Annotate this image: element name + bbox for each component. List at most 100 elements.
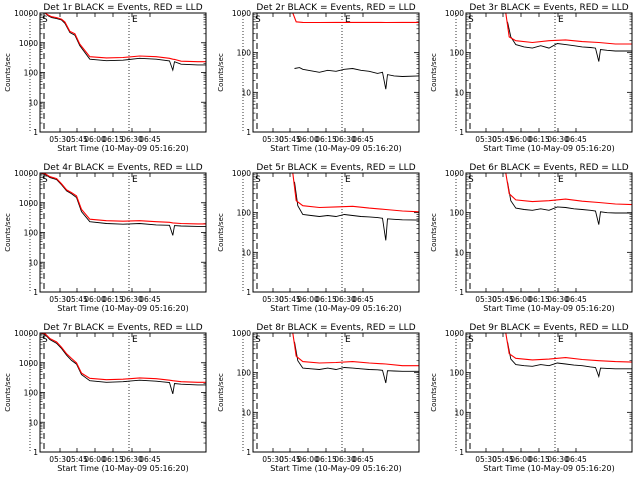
series-line-events — [39, 172, 206, 236]
series-line-events — [294, 67, 420, 90]
series-line-lld — [466, 172, 633, 206]
series-line-lld — [466, 12, 632, 45]
chart-panel-3: Det 3r BLACK = Events, RED = LLD 1 10 100 10… — [430, 3, 633, 153]
y-tick-label: 1000 — [19, 359, 38, 368]
x-tick-label: 05:30 — [475, 455, 497, 464]
chart-panel-6: Det 6r BLACK = Events, RED = LLD 1 10 100 10… — [430, 163, 633, 313]
x-tick-label: 06:00 — [84, 295, 106, 304]
x-tick-label: 06:15 — [315, 135, 337, 144]
series-line-lld — [253, 172, 420, 213]
end-marker: E — [558, 15, 564, 25]
chart-panel-7: Det 7r BLACK = Events, RED = LLD 1 10 100 10… — [4, 323, 207, 473]
chart-title: Det 2r BLACK = Events, RED = LLD — [256, 3, 415, 13]
x-tick-label: 06:00 — [510, 295, 532, 304]
y-tick-label: 100 — [237, 209, 252, 218]
x-tick-label: 06:45 — [352, 135, 374, 144]
x-tick-label: 06:00 — [297, 295, 319, 304]
y-axis-label: Counts/sec — [217, 53, 225, 92]
x-tick-label: 06:45 — [139, 135, 161, 144]
x-tick-label: 06:15 — [102, 295, 124, 304]
y-tick-label: 1000 — [19, 199, 38, 208]
chart-panel-8: Det 8r BLACK = Events, RED = LLD 1 10 100 10… — [217, 323, 420, 473]
x-tick-label: 06:00 — [510, 135, 532, 144]
y-tick-label: 1000 — [445, 329, 464, 338]
x-tick-label: 05:45 — [279, 295, 301, 304]
plot-frame — [465, 172, 633, 293]
series-line-lld — [39, 332, 206, 383]
x-tick-label: 06:15 — [315, 455, 337, 464]
y-tick-label: 10 — [241, 248, 251, 257]
x-tick-label: 05:45 — [66, 295, 88, 304]
plot-frame — [39, 332, 207, 453]
plot-frame — [252, 172, 420, 293]
chart-panel-2: Det 2r BLACK = Events, RED = LLD 1 10 100 10… — [217, 3, 420, 153]
y-axis-label: Counts/sec — [4, 53, 12, 92]
x-tick-label: 06:45 — [139, 295, 161, 304]
y-axis-label: Counts/sec — [4, 213, 12, 252]
start-marker: S — [255, 335, 261, 345]
x-tick-label: 06:00 — [84, 455, 106, 464]
y-tick-label: 100 — [24, 229, 39, 238]
chart-title: Det 8r BLACK = Events, RED = LLD — [256, 323, 415, 333]
plot-frame — [39, 172, 207, 293]
x-tick-label: 06:45 — [352, 455, 374, 464]
y-tick-label: 100 — [24, 389, 39, 398]
x-tick-label: 05:30 — [49, 135, 71, 144]
x-tick-label: 05:30 — [262, 455, 284, 464]
y-axis-label: Counts/sec — [217, 373, 225, 412]
start-marker: S — [468, 15, 474, 25]
plot-frame — [465, 332, 633, 453]
y-tick-label: 1 — [246, 128, 251, 137]
x-tick-label: 06:45 — [565, 135, 587, 144]
x-tick-label: 06:30 — [547, 295, 569, 304]
y-tick-label: 1 — [33, 128, 38, 137]
x-axis-label: Start Time (10-May-09 05:16:20) — [483, 144, 614, 153]
y-tick-label: 10000 — [14, 169, 38, 178]
x-tick-label: 06:30 — [121, 295, 143, 304]
series-line-lld — [253, 332, 419, 367]
x-tick-label: 05:45 — [66, 135, 88, 144]
series-line-lld — [466, 332, 633, 363]
x-tick-label: 05:45 — [279, 135, 301, 144]
y-tick-label: 1 — [246, 288, 251, 297]
y-axis-label: Counts/sec — [430, 373, 438, 412]
x-tick-label: 06:45 — [139, 455, 161, 464]
x-tick-label: 06:30 — [334, 295, 356, 304]
end-marker: E — [558, 335, 564, 345]
y-tick-label: 10 — [454, 408, 464, 417]
y-tick-label: 10 — [454, 88, 464, 97]
start-marker: S — [42, 15, 48, 25]
chart-title: Det 5r BLACK = Events, RED = LLD — [256, 163, 415, 173]
chart-title: Det 3r BLACK = Events, RED = LLD — [469, 3, 628, 13]
y-axis-label: Counts/sec — [4, 373, 12, 412]
y-tick-label: 10000 — [14, 9, 38, 18]
series-line-events — [39, 332, 206, 395]
y-axis-label: Counts/sec — [430, 213, 438, 252]
x-tick-label: 05:30 — [262, 135, 284, 144]
start-marker: S — [255, 15, 261, 25]
y-tick-label: 10 — [28, 418, 38, 427]
x-tick-label: 05:45 — [492, 295, 514, 304]
y-tick-label: 1000 — [445, 9, 464, 18]
y-tick-label: 100 — [450, 49, 465, 58]
y-tick-label: 10000 — [14, 329, 38, 338]
x-tick-label: 06:00 — [510, 455, 532, 464]
series-line-events — [40, 12, 206, 72]
x-axis-label: Start Time (10-May-09 05:16:20) — [270, 144, 401, 153]
x-tick-label: 06:45 — [352, 295, 374, 304]
end-marker: E — [132, 335, 138, 345]
x-axis-label: Start Time (10-May-09 05:16:20) — [57, 304, 188, 313]
chart-title: Det 9r BLACK = Events, RED = LLD — [469, 323, 628, 333]
series-line-events — [507, 21, 632, 62]
x-axis-label: Start Time (10-May-09 05:16:20) — [57, 464, 188, 473]
x-tick-label: 06:15 — [315, 295, 337, 304]
y-tick-label: 10 — [241, 88, 251, 97]
x-tick-label: 06:30 — [334, 455, 356, 464]
y-tick-label: 100 — [237, 49, 252, 58]
y-tick-label: 1 — [459, 448, 464, 457]
x-tick-label: 06:30 — [334, 135, 356, 144]
end-marker: E — [345, 175, 351, 185]
x-axis-label: Start Time (10-May-09 05:16:20) — [57, 144, 188, 153]
y-tick-label: 100 — [450, 209, 465, 218]
